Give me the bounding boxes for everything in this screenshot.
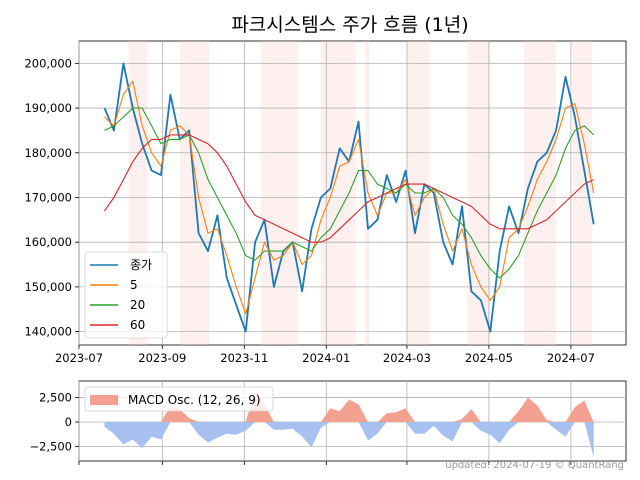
y-tick-label: 160,000: [24, 235, 72, 249]
price-x-ticks: 2023-07 2023-09 2023-11 2024-01 2024-03 2024-…: [55, 345, 595, 365]
macd-y-ticks: 2,500 0 −2,500: [29, 391, 79, 453]
x-tick-label: 2024-07: [547, 351, 595, 365]
macd-panel: 2,500 0 −2,500 MACD Osc. (12, 26, 9): [29, 380, 627, 465]
series-line-2: [104, 107, 595, 279]
price-y-ticks: 140,000 150,000 160,000 170,000 180,000 190,0…: [24, 56, 79, 339]
series-line-3: [104, 134, 594, 243]
y-tick-label: 180,000: [24, 146, 72, 160]
shaded-period-8: [572, 41, 593, 345]
legend-label: 5: [130, 278, 138, 292]
legend-label: 60: [130, 318, 145, 332]
macd-legend: MACD Osc. (12, 26, 9): [84, 386, 274, 412]
macd-legend-box: [84, 386, 274, 412]
macd-oscillator: [104, 390, 594, 458]
macd-positive-area: [104, 390, 594, 422]
x-tick-label: 2023-09: [138, 351, 186, 365]
chart-title: 파크시스템스 주가 흐름 (1년): [231, 14, 468, 36]
y-tick-label: 200,000: [24, 56, 72, 70]
legend-label: 종가: [130, 258, 152, 272]
x-tick-label: 2024-03: [383, 351, 431, 365]
shaded-period-2: [260, 41, 299, 345]
price-legend: 종가 5 20 60: [84, 251, 168, 339]
price-panel: 140,000 150,000 160,000 170,000 180,000 190,0…: [24, 40, 627, 365]
macd-y-tick-label: −2,500: [29, 439, 72, 453]
y-tick-label: 170,000: [24, 190, 72, 204]
x-tick-label: 2024-01: [302, 351, 350, 365]
price-grid: [78, 41, 626, 345]
macd-y-tick-label: 0: [65, 415, 72, 429]
legend-label: 20: [130, 298, 145, 312]
price-series: [103, 62, 595, 333]
y-tick-label: 190,000: [24, 101, 72, 115]
legend-box: [84, 251, 168, 339]
series-line-1: [104, 80, 595, 315]
macd-negative-area: [104, 422, 594, 458]
shaded-period-4: [365, 41, 370, 345]
x-tick-label: 2024-05: [465, 351, 513, 365]
y-tick-label: 140,000: [24, 325, 72, 339]
shaded-period-7: [523, 41, 557, 345]
macd-legend-swatch: [90, 395, 118, 405]
macd-y-tick-label: 2,500: [39, 391, 72, 405]
x-tick-label: 2023-07: [55, 351, 103, 365]
x-tick-label: 2023-11: [220, 351, 268, 365]
footer-note: updated: 2024-07-19 © QuantRang: [445, 460, 624, 471]
macd-x-ticks: [78, 461, 572, 465]
macd-legend-label: MACD Osc. (12, 26, 9): [128, 393, 261, 407]
y-tick-label: 150,000: [24, 280, 72, 294]
